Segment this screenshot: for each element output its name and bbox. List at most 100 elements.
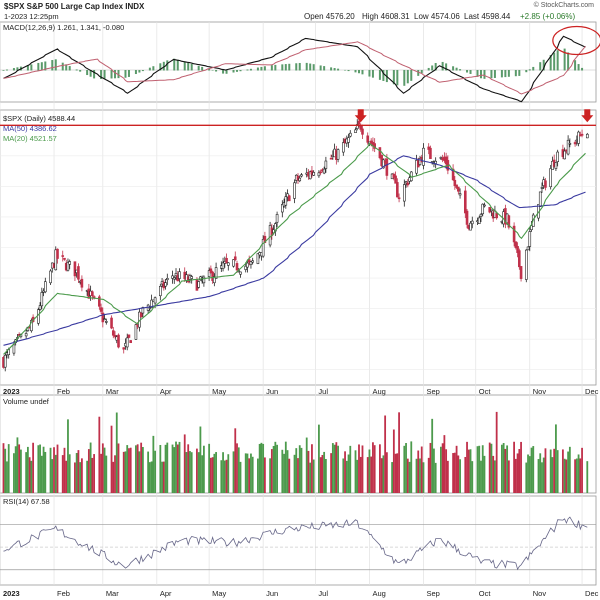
volume-bar (392, 429, 395, 493)
volume-label: Volume undef (3, 397, 50, 406)
volume-bar (555, 424, 557, 493)
volume-bar (140, 442, 143, 493)
candle-body (526, 246, 530, 251)
volume-bar (154, 450, 156, 493)
macd-histogram-bar (263, 66, 266, 71)
candle-body (221, 262, 225, 269)
volume-bar (223, 460, 226, 493)
volume-bar (495, 411, 498, 493)
macd-histogram-bar (319, 65, 322, 71)
candle-body (3, 354, 7, 368)
volume-bar (213, 453, 216, 493)
volume-bar (516, 453, 519, 493)
volume-bar (471, 461, 474, 493)
ma20-label: MA(20) 4521.57 (3, 134, 57, 143)
macd-histogram-bar (525, 70, 528, 73)
volume-bar (373, 445, 376, 493)
volume-bar (115, 412, 118, 493)
volume-bar (162, 461, 165, 493)
volume-bar (67, 419, 69, 493)
quote-change: +2.85 (+0.06%) (520, 12, 576, 21)
volume-bar (324, 458, 327, 493)
volume-bar (398, 412, 400, 493)
x-tick-label-bottom: 2023 (3, 589, 20, 598)
volume-bar (309, 462, 312, 493)
candle-body (30, 320, 33, 332)
macd-histogram-bar (166, 60, 169, 71)
volume-bar (464, 456, 467, 493)
macd-histogram-bar (577, 64, 580, 71)
macd-histogram-bar (344, 69, 347, 71)
volume-bar (466, 441, 468, 493)
volume-bar (396, 453, 399, 493)
candle-body (139, 312, 143, 317)
volume-bar (201, 455, 204, 493)
volume-bar (100, 453, 102, 493)
macd-panel (0, 25, 600, 103)
x-tick-label: Oct (479, 387, 492, 396)
volume-bar (32, 442, 35, 493)
candle-body (197, 281, 200, 288)
volume-bar (480, 460, 482, 493)
volume-bar (300, 447, 303, 493)
candle-body (68, 261, 72, 265)
macd-histogram-bar (190, 63, 193, 71)
volume-bar (110, 425, 113, 493)
volume-bar (537, 459, 540, 493)
candle-body (455, 184, 458, 188)
macd-histogram-bar (127, 70, 130, 77)
candle-body (519, 266, 523, 279)
volume-bar (577, 454, 580, 493)
candle-body (129, 340, 133, 344)
volume-bar (579, 458, 582, 493)
macd-histogram-bar (504, 70, 507, 78)
candle-body (366, 135, 370, 143)
candle-body (80, 278, 84, 288)
volume-bar (246, 453, 249, 493)
candle-body (110, 317, 113, 329)
macd-histogram-bar (208, 68, 211, 71)
candle-body (263, 235, 267, 244)
volume-bar (44, 451, 47, 493)
volume-bar (281, 449, 284, 493)
volume-bar (469, 449, 472, 493)
candle-body (317, 172, 321, 177)
volume-bar (459, 459, 461, 493)
volume-bar (445, 449, 448, 493)
candle-body (261, 239, 265, 257)
x-tick-label-bottom: Dec (585, 589, 599, 598)
volume-bar (250, 453, 252, 493)
volume-bar (91, 457, 94, 493)
x-tick-label-bottom: Sep (426, 589, 439, 598)
volume-bar (135, 445, 137, 493)
candle-body (256, 253, 260, 264)
candle-body (174, 273, 178, 277)
candle-body (507, 215, 511, 228)
macd-signal-line (3, 41, 586, 95)
volume-bar (283, 453, 285, 493)
macd-histogram-bar (284, 64, 287, 71)
macd-histogram-bar (466, 70, 469, 73)
macd-histogram-bar (162, 61, 165, 71)
volume-bar (227, 454, 230, 493)
volume-bar (453, 452, 456, 493)
volume-bar (528, 456, 531, 493)
candle-body (247, 259, 251, 263)
volume-bar (561, 449, 564, 493)
volume-bar (49, 447, 52, 493)
macd-histogram-bar (225, 70, 228, 74)
candle-body (66, 261, 70, 271)
candle-body (63, 257, 66, 260)
macd-histogram-bar (298, 62, 301, 71)
volume-bar (443, 435, 446, 493)
macd-histogram-bar (65, 64, 68, 71)
candle-body (458, 193, 462, 196)
candle-body (99, 307, 103, 312)
volume-bar (368, 449, 371, 493)
candle-body (286, 193, 289, 198)
candle-body (92, 296, 96, 298)
candle-body (544, 180, 547, 188)
volume-bar (354, 450, 357, 493)
macd-histogram-bar (406, 70, 409, 84)
volume-bar (298, 445, 301, 493)
